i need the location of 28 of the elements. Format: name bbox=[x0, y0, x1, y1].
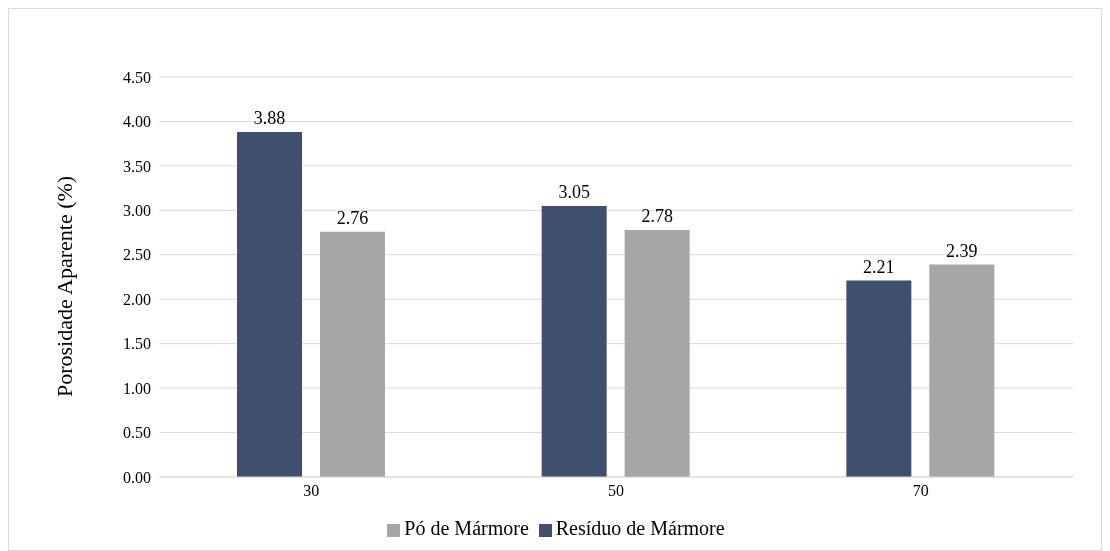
data-label: 2.21 bbox=[863, 256, 895, 277]
bar bbox=[541, 205, 607, 477]
data-label: 3.88 bbox=[253, 108, 286, 129]
y-tick-label: 0.00 bbox=[123, 468, 151, 486]
data-label: 2.78 bbox=[641, 205, 673, 226]
y-tick-label: 0.50 bbox=[123, 424, 151, 442]
y-tick-label: 4.50 bbox=[123, 68, 151, 86]
x-tick-label: 50 bbox=[608, 482, 624, 500]
bar bbox=[237, 132, 302, 477]
y-axis-title: Porosidade Aparente (%) bbox=[51, 175, 77, 397]
bar bbox=[320, 231, 385, 477]
y-tick-label: 2.00 bbox=[123, 290, 151, 308]
y-tick-label: 2.50 bbox=[123, 246, 151, 264]
x-tick-label: 30 bbox=[303, 482, 320, 500]
x-tick-label: 70 bbox=[912, 482, 929, 500]
y-tick-label: 1.00 bbox=[123, 379, 151, 397]
y-tick-label: 3.00 bbox=[123, 202, 151, 220]
y-tick-label: 1.50 bbox=[123, 335, 151, 353]
legend-label: Pó de Mármore bbox=[404, 517, 529, 539]
data-label: 3.05 bbox=[558, 181, 590, 202]
data-label: 2.39 bbox=[946, 240, 978, 261]
data-label: 2.76 bbox=[336, 207, 369, 228]
bar bbox=[929, 264, 995, 477]
y-tick-label: 3.50 bbox=[123, 157, 151, 175]
legend-label: Resíduo de Mármore bbox=[555, 517, 725, 539]
bar bbox=[846, 280, 912, 477]
bar bbox=[624, 229, 690, 477]
y-tick-label: 4.00 bbox=[123, 113, 151, 131]
